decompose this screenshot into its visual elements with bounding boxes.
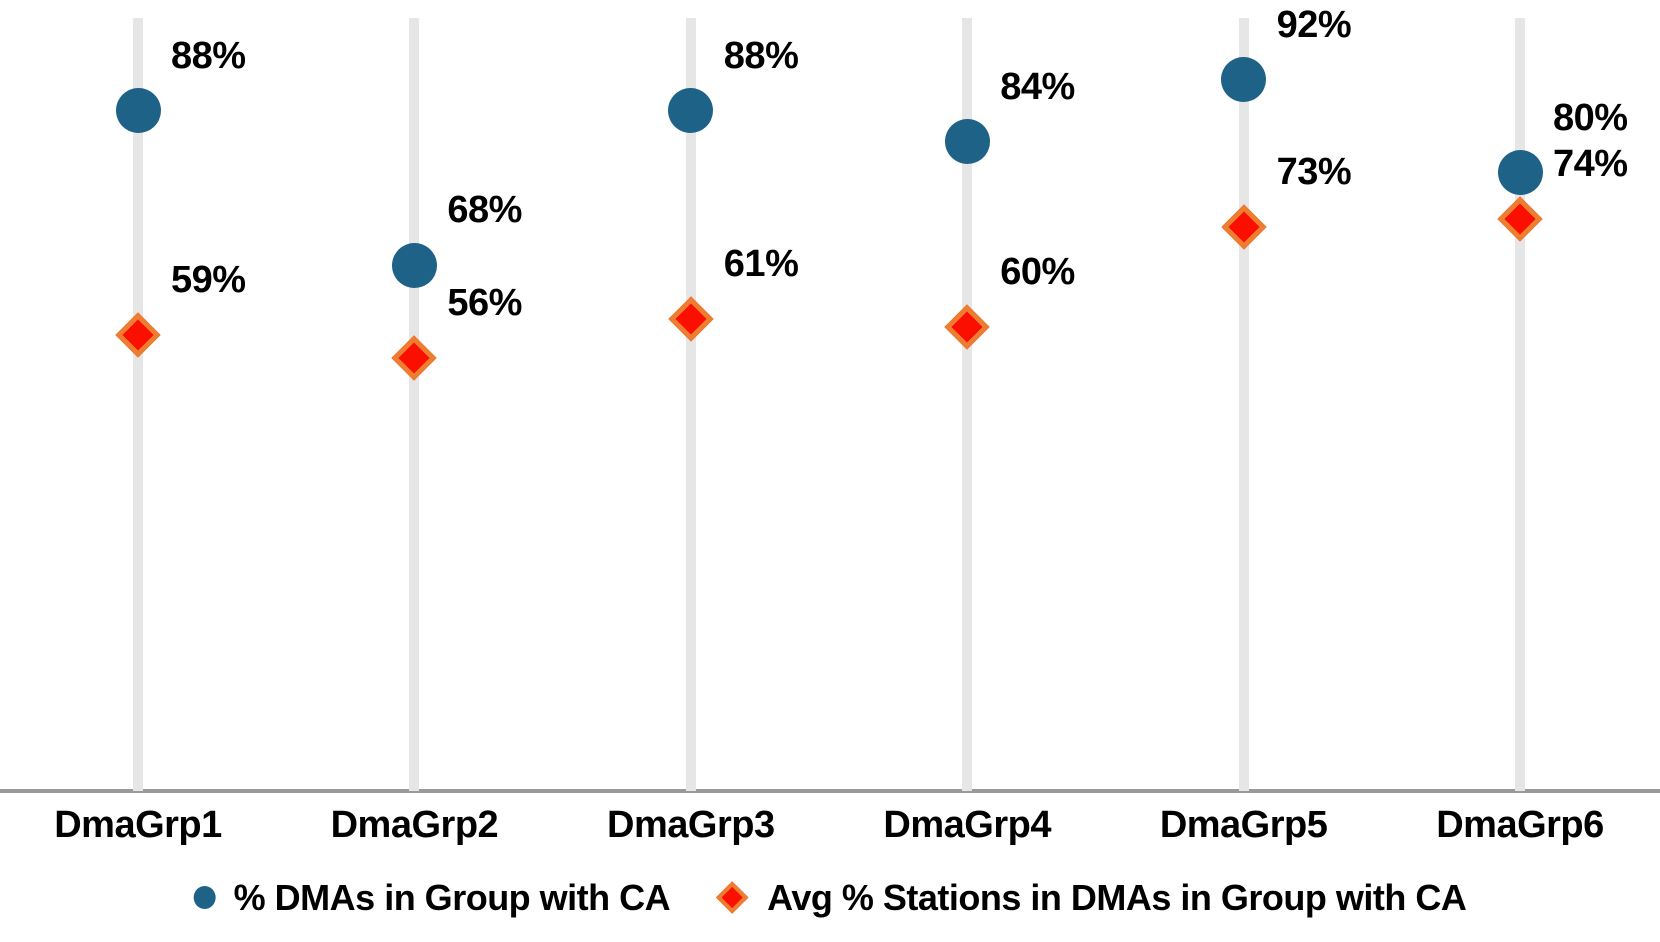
category-label: DmaGrp2 <box>330 804 499 846</box>
data-label: 73% <box>1276 150 1352 193</box>
legend-label-stations: Avg % Stations in DMAs in Group with CA <box>767 877 1467 918</box>
data-label: 80% <box>1553 96 1628 139</box>
legend-item-stations: Avg % Stations in DMAs in Group with CA <box>716 877 1467 918</box>
category-label: DmaGrp1 <box>54 804 222 846</box>
stations-diamond-marker <box>391 335 438 381</box>
stations-diamond-marker <box>115 312 161 358</box>
stations-diamond-marker <box>1497 196 1543 242</box>
data-label: 61% <box>723 243 799 286</box>
category-label: DmaGrp4 <box>883 804 1051 846</box>
dma-circle-marker <box>115 88 161 134</box>
data-label: 88% <box>171 34 246 77</box>
stations-diamond-marker <box>1220 204 1267 250</box>
stations-diamond-marker <box>668 296 714 343</box>
dma-circle-marker <box>1221 57 1267 103</box>
data-label: 88% <box>723 34 799 77</box>
chart-legend: % DMAs in Group with CA Avg % Stations i… <box>193 877 1467 918</box>
category-gridline <box>1238 18 1249 791</box>
data-label: 59% <box>171 258 246 301</box>
data-label: 68% <box>447 189 522 232</box>
category-label: DmaGrp6 <box>1436 804 1604 846</box>
dma-circle-marker <box>944 119 990 165</box>
dma-circle-marker <box>391 242 437 288</box>
category-gridline <box>962 18 973 791</box>
dma-circle-marker <box>668 88 714 134</box>
x-axis-line <box>0 789 1660 793</box>
category-gridline <box>409 18 420 791</box>
category-label: DmaGrp5 <box>1159 804 1328 846</box>
legend-item-dmas: % DMAs in Group with CA <box>193 877 671 918</box>
category-gridline <box>1515 18 1525 791</box>
category-label: DmaGrp3 <box>607 804 775 846</box>
category-gridline <box>133 18 143 791</box>
stations-diamond-marker <box>944 304 990 350</box>
legend-diamond-marker-icon <box>716 881 749 915</box>
category-gridline <box>685 18 696 791</box>
data-label: 74% <box>1553 142 1628 185</box>
data-label: 84% <box>1000 65 1075 108</box>
data-label: 92% <box>1276 3 1352 46</box>
legend-label-dmas: % DMAs in Group with CA <box>233 877 671 918</box>
data-label: 60% <box>1000 251 1075 294</box>
data-label: 56% <box>447 282 522 325</box>
legend-circle-marker-icon <box>193 886 216 910</box>
dma-circle-marker <box>1497 150 1543 196</box>
